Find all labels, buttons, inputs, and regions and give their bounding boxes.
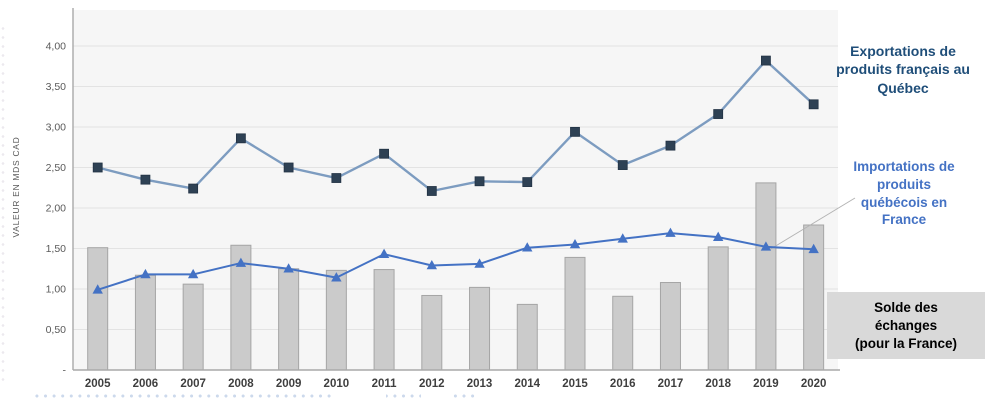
x-tick-label: 2015 (562, 378, 588, 390)
exportations-point (379, 148, 389, 159)
y-tick-label: 0,50 (46, 324, 67, 336)
dotted-border-bottom (386, 393, 421, 399)
solde-bar (755, 182, 777, 371)
importations-point (617, 233, 628, 243)
x-tick-label: 2008 (228, 378, 254, 390)
solde-bar (516, 303, 538, 371)
y-tick-label: 3,50 (46, 81, 67, 93)
solde-bar (373, 269, 395, 371)
exportations-point (331, 173, 342, 183)
exportations-point (665, 140, 676, 151)
solde-series-label: Solde des échanges (pour la France) (827, 292, 985, 360)
importations-point (378, 248, 390, 258)
x-tick-label: 2017 (658, 378, 684, 390)
importations-point (92, 284, 103, 294)
exportations-point (808, 99, 819, 110)
x-tick-label: 2005 (85, 378, 111, 390)
exportations-point (713, 109, 724, 119)
y-axis-title: VALEUR EN MDS CAD (11, 136, 21, 238)
dotted-border-bottom (450, 393, 478, 399)
y-tick-label: 2,00 (46, 203, 67, 215)
importations-point (569, 238, 581, 249)
exportations-point (92, 162, 103, 173)
solde-bar (564, 256, 586, 371)
x-tick-label: 2007 (180, 378, 206, 390)
solde-bar (612, 295, 634, 371)
y-tick-label: - (63, 365, 67, 377)
dotted-border-bottom (33, 393, 333, 399)
solde-bar (469, 286, 491, 371)
x-tick-label: 2010 (324, 378, 350, 390)
solde-bar (659, 282, 681, 371)
exportations-series-label: Exportations de produits français au Qué… (836, 43, 970, 96)
solde-bar (421, 294, 443, 371)
x-tick-label: 2019 (753, 378, 779, 390)
exportations-point (474, 176, 485, 187)
importations-leader-line (768, 197, 856, 251)
solde-bar (134, 274, 156, 371)
y-tick-label: 4,00 (46, 41, 67, 53)
importations-point (808, 243, 819, 254)
x-tick-label: 2014 (514, 378, 540, 390)
y-tick-label: 3,00 (46, 122, 67, 134)
importations-point (235, 257, 247, 267)
importations-point (283, 263, 294, 273)
importations-point (665, 227, 676, 237)
exportations-point (570, 126, 580, 137)
x-tick-label: 2011 (372, 378, 398, 390)
x-tick-label: 2006 (133, 378, 159, 390)
exportations-point (140, 174, 151, 185)
x-tick-label: 2012 (419, 378, 445, 390)
exportations-point (617, 160, 628, 170)
dotted-border-left (0, 24, 6, 386)
importations-point (522, 242, 533, 252)
exportations-point (761, 55, 771, 66)
importations-point (712, 231, 724, 241)
importations-line (97, 232, 814, 291)
exportations-point (522, 177, 533, 187)
solde-bar (707, 246, 729, 371)
importations-point (426, 260, 438, 270)
importations-point (474, 258, 485, 268)
exportations-line (97, 59, 815, 193)
importations-series-label: Importations de produits québécois en Fr… (853, 159, 955, 228)
solde-bar (87, 247, 109, 371)
importations-point (331, 272, 342, 282)
importations-point (760, 241, 772, 251)
x-tick-label: 2013 (467, 378, 493, 390)
y-tick-label: 2,50 (46, 162, 67, 174)
importations-point (140, 268, 151, 279)
y-tick-label: 1,00 (46, 284, 67, 296)
solde-bar (182, 283, 204, 371)
x-tick-label: 2009 (276, 378, 302, 390)
exportations-point (283, 162, 294, 173)
exportations-point (426, 186, 437, 196)
x-tick-label: 2016 (610, 378, 636, 390)
exportations-point (235, 133, 246, 144)
y-tick-label: 1,50 (46, 243, 67, 255)
solde-bar (325, 269, 347, 371)
solde-bar (278, 268, 300, 371)
x-tick-label: 2020 (801, 378, 827, 390)
importations-point (187, 268, 199, 279)
x-tick-label: 2018 (705, 378, 731, 390)
exportations-point (188, 183, 199, 194)
